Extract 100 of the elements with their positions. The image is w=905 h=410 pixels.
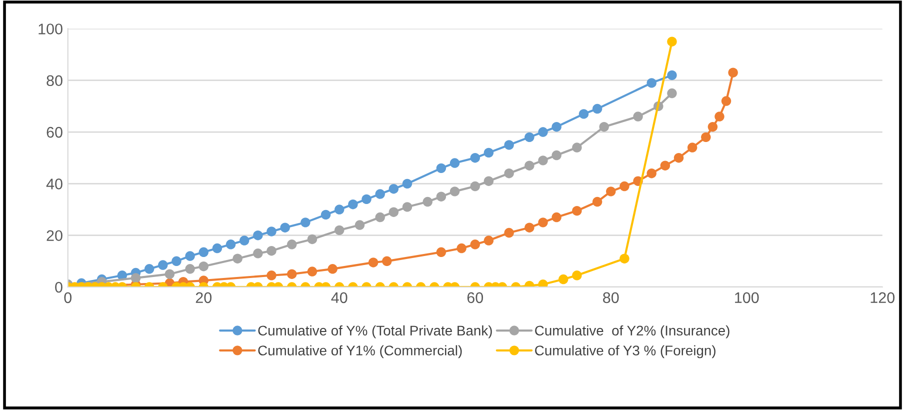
point	[382, 256, 392, 266]
point	[450, 158, 460, 168]
point	[266, 246, 276, 256]
point	[504, 168, 514, 178]
point	[484, 148, 494, 158]
point	[422, 196, 432, 207]
point	[450, 186, 460, 196]
point	[504, 228, 514, 238]
point	[708, 122, 718, 132]
point	[578, 109, 589, 119]
point	[172, 256, 182, 266]
point	[728, 68, 738, 78]
point	[667, 70, 677, 80]
point	[436, 247, 446, 257]
point	[232, 254, 242, 264]
point	[674, 152, 684, 163]
y-tick-label: 60	[46, 126, 62, 138]
point	[388, 207, 399, 217]
point	[620, 181, 630, 192]
point	[484, 176, 494, 186]
x-tick-label: 100	[735, 292, 759, 304]
x-tick-label: 0	[64, 292, 72, 304]
point	[436, 163, 446, 174]
y-tick-label: 20	[46, 230, 62, 242]
point	[558, 274, 568, 284]
point	[266, 226, 276, 236]
point	[198, 247, 208, 257]
point	[524, 132, 534, 142]
point	[633, 112, 643, 122]
point	[334, 225, 344, 236]
point	[212, 243, 222, 254]
point	[436, 192, 446, 202]
point	[239, 236, 250, 246]
point	[253, 230, 263, 240]
point	[185, 251, 195, 261]
point	[552, 150, 562, 160]
point	[701, 132, 711, 142]
point	[721, 96, 732, 106]
point	[300, 218, 310, 228]
point	[388, 184, 399, 194]
point	[646, 78, 656, 88]
point	[572, 142, 582, 152]
point	[226, 240, 236, 250]
point	[538, 156, 548, 166]
legend-label: Cumulative of Y2% (Insurance)	[535, 325, 730, 338]
y-tick-label: 0	[55, 282, 62, 293]
point	[307, 266, 318, 276]
point	[354, 220, 365, 230]
point	[714, 112, 724, 122]
point	[402, 202, 412, 212]
point	[266, 270, 276, 280]
point	[307, 234, 318, 244]
point	[130, 273, 141, 283]
point	[320, 210, 331, 220]
y-tick-label: 80	[46, 75, 62, 86]
legend-label: Cumulative of Y% (Total Private Bank)	[258, 325, 492, 338]
point	[280, 222, 290, 232]
point	[572, 270, 582, 280]
point	[287, 240, 297, 250]
point	[687, 142, 698, 152]
point	[667, 36, 677, 46]
point	[504, 140, 514, 150]
x-tick-label: 80	[603, 292, 619, 304]
point	[287, 269, 297, 279]
point	[599, 122, 609, 132]
point	[620, 254, 630, 264]
point	[402, 178, 412, 189]
legend-label: Cumulative of Y3 % (Foreign)	[535, 345, 716, 358]
point	[660, 160, 670, 170]
point	[524, 160, 534, 170]
point	[646, 168, 656, 178]
x-tick-label: 60	[467, 292, 484, 304]
point	[164, 269, 175, 279]
point	[368, 258, 378, 268]
point	[375, 189, 385, 199]
y-tick-label: 100	[38, 24, 62, 34]
x-tick-label: 40	[331, 292, 348, 304]
point	[456, 243, 466, 254]
point	[470, 240, 480, 250]
point	[470, 181, 480, 192]
point	[538, 218, 548, 228]
point	[667, 88, 677, 98]
point	[484, 236, 494, 246]
point	[524, 222, 534, 232]
legend-label: Cumulative of Y1% (Commercial)	[258, 345, 462, 358]
point	[158, 260, 168, 270]
point	[198, 261, 208, 272]
y-tick-label: 40	[46, 178, 62, 190]
point	[572, 206, 582, 216]
point	[375, 212, 385, 222]
point	[334, 204, 344, 214]
point	[362, 194, 372, 204]
x-tick-label: 20	[196, 292, 212, 304]
point	[592, 196, 602, 207]
point	[253, 248, 263, 258]
x-tick-label: 120	[870, 292, 895, 304]
point	[328, 264, 338, 274]
point	[552, 122, 562, 132]
point	[348, 199, 358, 210]
point	[552, 212, 562, 222]
